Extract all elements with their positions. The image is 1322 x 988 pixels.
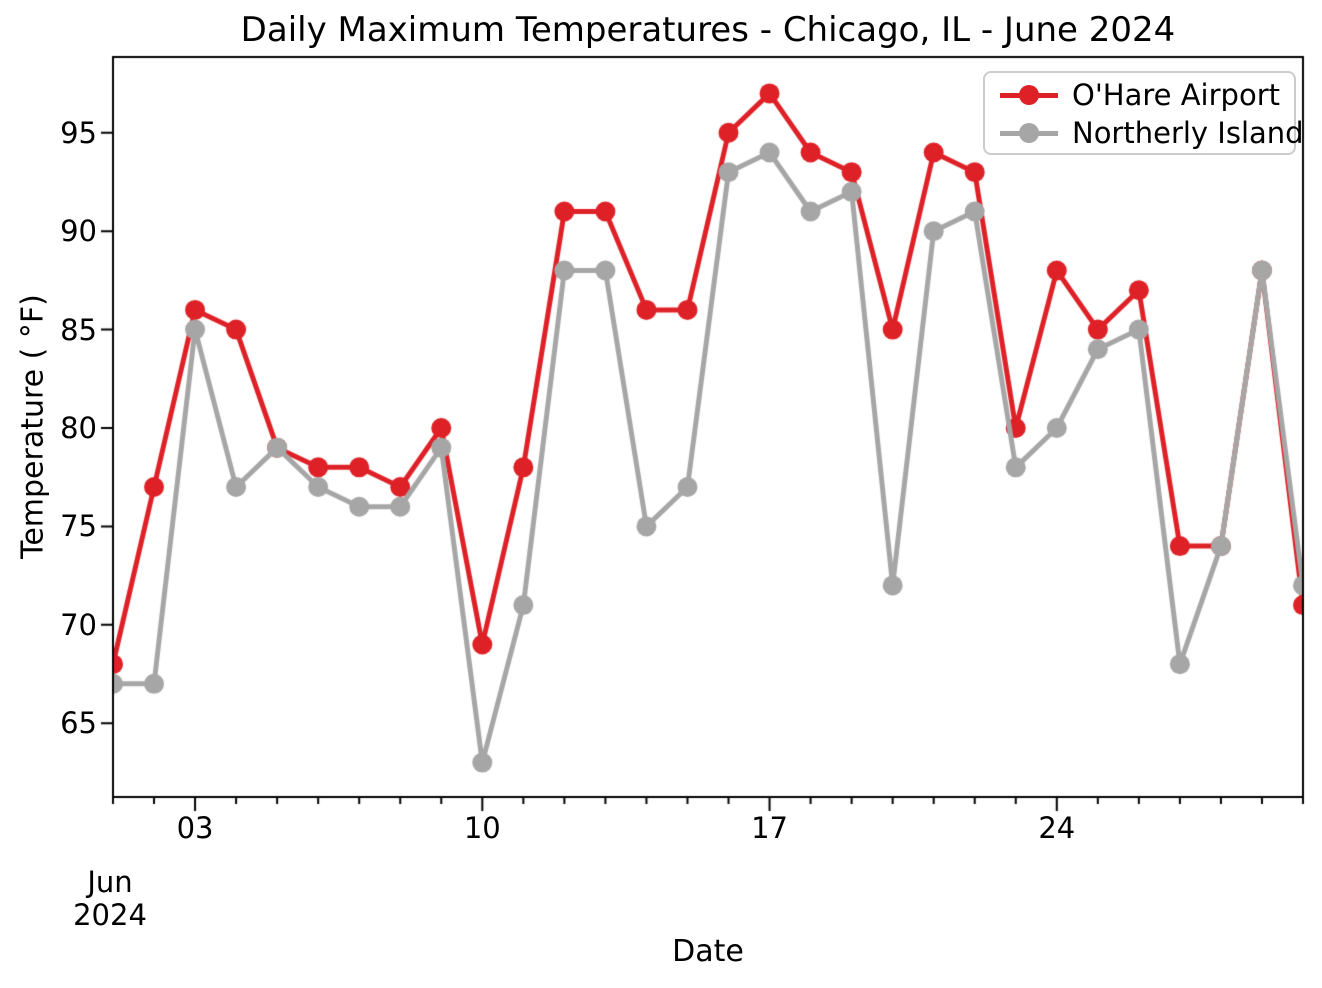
legend-entry-northerly: Northerly Island (985, 114, 1304, 152)
chart-title: Daily Maximum Temperatures - Chicago, IL… (240, 10, 1176, 50)
offset-year: 2024 (73, 898, 147, 932)
x-tick-label: 24 (1038, 811, 1076, 845)
y-tick-label: 75 (60, 509, 97, 544)
offset-month: Jun (87, 865, 133, 899)
legend-line-marker-icon (1000, 85, 1058, 105)
y-tick-label: 95 (60, 115, 97, 150)
y-tick-label: 85 (60, 312, 97, 347)
legend: O'Hare Airport Northerly Island (983, 71, 1304, 155)
legend-label-northerly: Northerly Island (1072, 116, 1304, 150)
legend-entry-ohare: O'Hare Airport (985, 76, 1294, 114)
y-tick-label: 70 (60, 607, 97, 642)
y-tick-label: 90 (60, 214, 97, 249)
x-tick-label: 03 (176, 811, 214, 845)
legend-label-ohare: O'Hare Airport (1072, 78, 1280, 112)
y-axis-label: Temperature ( °F) (15, 294, 51, 559)
x-tick-label: 17 (751, 811, 788, 845)
y-tick-label: 80 (60, 410, 97, 445)
x-axis-label: Date (672, 934, 744, 969)
x-tick-label: 10 (463, 811, 501, 845)
x-axis-offset-label: Jun 2024 (50, 866, 170, 932)
y-tick-label: 65 (60, 706, 97, 741)
legend-line-marker-icon (1000, 123, 1058, 143)
